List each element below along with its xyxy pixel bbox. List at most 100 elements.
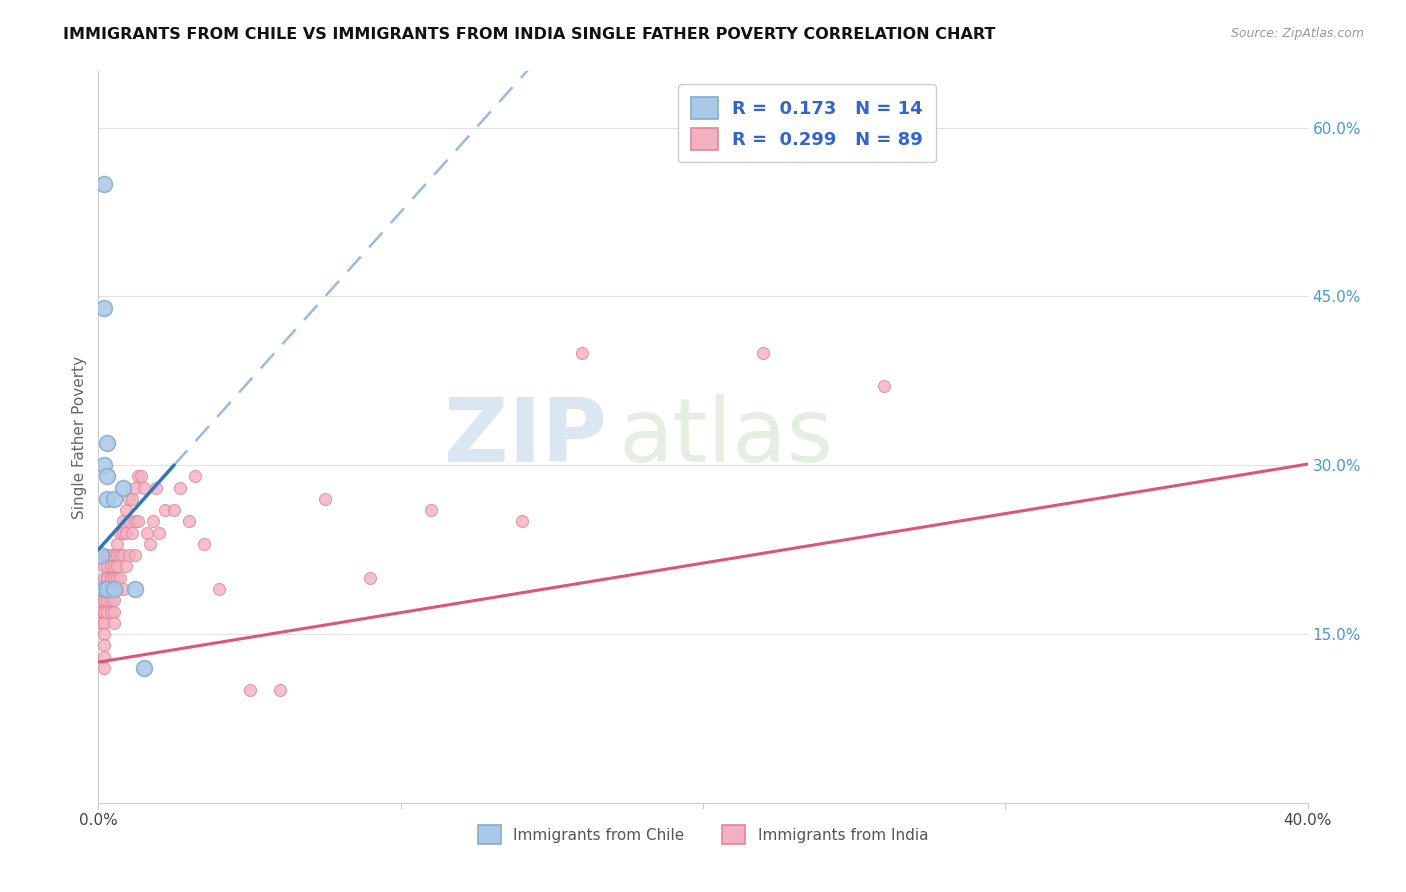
Point	[96, 605, 118, 619]
Point	[103, 582, 125, 596]
Point	[93, 458, 115, 473]
Point	[93, 615, 115, 630]
Point	[124, 481, 146, 495]
Point	[103, 571, 125, 585]
Point	[93, 605, 115, 619]
Point	[100, 548, 122, 562]
Point	[93, 571, 115, 585]
Point	[114, 559, 136, 574]
Point	[239, 683, 262, 698]
Point	[100, 582, 122, 596]
Point	[100, 605, 122, 619]
Point	[105, 537, 128, 551]
Point	[118, 491, 141, 506]
Point	[163, 503, 186, 517]
Point	[111, 548, 134, 562]
Point	[96, 435, 118, 450]
Point	[103, 571, 125, 585]
Point	[96, 491, 118, 506]
Point	[96, 469, 118, 483]
Point	[105, 548, 128, 562]
Point	[121, 491, 143, 506]
Point	[93, 661, 115, 675]
Point	[179, 515, 201, 529]
Point	[93, 582, 115, 596]
Point	[96, 582, 118, 596]
Point	[873, 379, 896, 393]
Point	[124, 515, 146, 529]
Point	[153, 503, 176, 517]
Point	[135, 525, 157, 540]
Point	[127, 515, 149, 529]
Point	[93, 177, 115, 191]
Point	[571, 345, 593, 359]
Point	[142, 515, 165, 529]
Point	[90, 593, 112, 607]
Point	[96, 593, 118, 607]
Point	[93, 582, 115, 596]
Point	[100, 593, 122, 607]
Point	[90, 582, 112, 596]
Point	[314, 491, 336, 506]
Point	[420, 503, 443, 517]
Point	[105, 571, 128, 585]
Point	[93, 559, 115, 574]
Text: ZIP: ZIP	[443, 393, 606, 481]
Point	[90, 593, 112, 607]
Point	[103, 582, 125, 596]
Point	[148, 525, 170, 540]
Point	[100, 571, 122, 585]
Point	[103, 593, 125, 607]
Point	[93, 627, 115, 641]
Point	[118, 515, 141, 529]
Point	[169, 481, 191, 495]
Point	[124, 582, 146, 596]
Point	[93, 582, 115, 596]
Point	[114, 503, 136, 517]
Point	[90, 615, 112, 630]
Point	[100, 571, 122, 585]
Point	[111, 515, 134, 529]
Point	[108, 571, 131, 585]
Point	[103, 559, 125, 574]
Point	[139, 537, 162, 551]
Point	[124, 548, 146, 562]
Point	[360, 571, 382, 585]
Legend: Immigrants from Chile, Immigrants from India: Immigrants from Chile, Immigrants from I…	[472, 819, 934, 850]
Text: atlas: atlas	[619, 393, 834, 481]
Point	[184, 469, 207, 483]
Point	[111, 481, 134, 495]
Point	[93, 649, 115, 664]
Point	[208, 582, 231, 596]
Point	[96, 571, 118, 585]
Point	[108, 548, 131, 562]
Point	[93, 593, 115, 607]
Point	[96, 571, 118, 585]
Point	[93, 301, 115, 315]
Point	[193, 537, 215, 551]
Point	[121, 525, 143, 540]
Point	[100, 559, 122, 574]
Point	[103, 615, 125, 630]
Point	[111, 525, 134, 540]
Point	[510, 515, 533, 529]
Point	[96, 582, 118, 596]
Point	[103, 548, 125, 562]
Y-axis label: Single Father Poverty: Single Father Poverty	[72, 356, 87, 518]
Point	[114, 525, 136, 540]
Point	[90, 582, 112, 596]
Point	[93, 548, 115, 562]
Point	[108, 525, 131, 540]
Point	[132, 661, 155, 675]
Point	[129, 469, 152, 483]
Point	[93, 638, 115, 652]
Point	[105, 582, 128, 596]
Point	[269, 683, 291, 698]
Point	[118, 548, 141, 562]
Point	[132, 481, 155, 495]
Text: IMMIGRANTS FROM CHILE VS IMMIGRANTS FROM INDIA SINGLE FATHER POVERTY CORRELATION: IMMIGRANTS FROM CHILE VS IMMIGRANTS FROM…	[63, 27, 995, 42]
Point	[96, 548, 118, 562]
Point	[90, 605, 112, 619]
Point	[127, 469, 149, 483]
Point	[90, 605, 112, 619]
